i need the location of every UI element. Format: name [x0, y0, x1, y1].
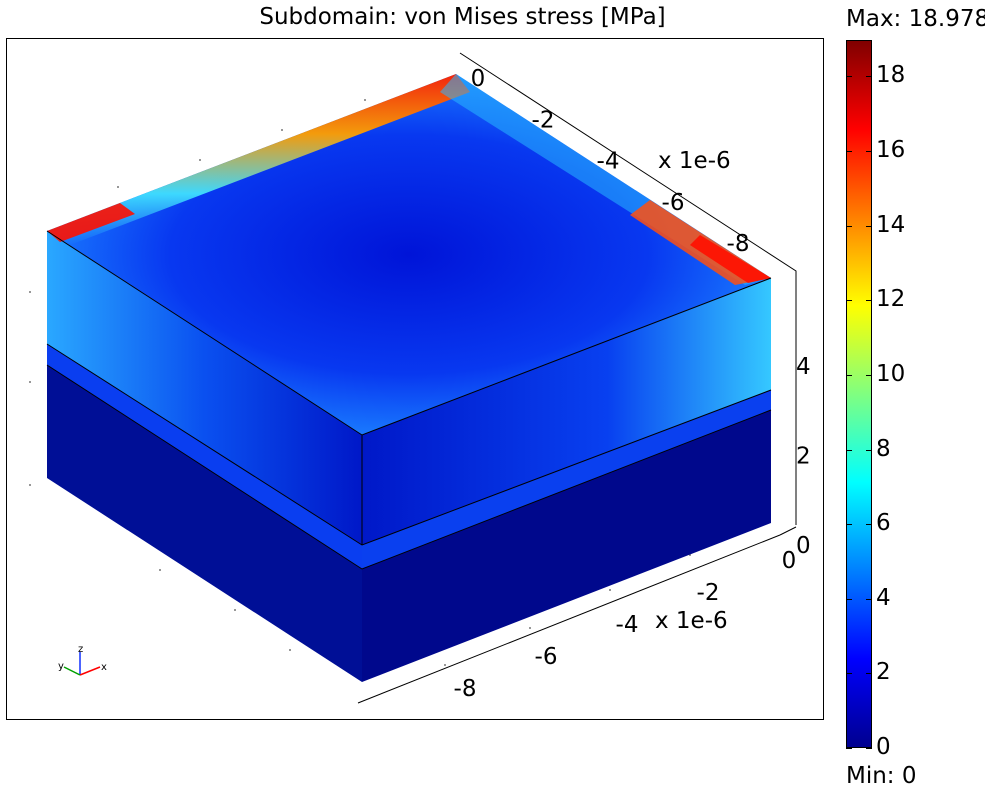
colorbar-tick-label: 2	[876, 659, 891, 686]
colorbar-tick-mark	[866, 673, 872, 675]
z-axis-tick-label: 0	[796, 533, 811, 559]
colorbar-tick-label: 10	[876, 360, 906, 387]
triad-x-label: x	[101, 662, 107, 673]
colorbar-tick-mark	[846, 524, 852, 526]
colorbar-tick-label: 8	[876, 435, 891, 462]
x-axis-multiplier: x 1e-6	[655, 608, 728, 634]
plot-area[interactable]	[6, 38, 824, 720]
film-sides	[47, 231, 771, 545]
colorbar-tick-mark	[866, 524, 872, 526]
colorbar-tick-label: 14	[876, 211, 906, 238]
colorbar-tick-mark	[866, 300, 872, 302]
colorbar-tick-mark	[866, 76, 872, 78]
colorbar-tick-label: 18	[876, 62, 906, 89]
z-axis-tick-label: 4	[796, 354, 811, 380]
x-axis-tick-label: -6	[535, 644, 558, 670]
top-face	[47, 74, 771, 435]
colorbar-tick-mark	[846, 673, 852, 675]
triad-z-label: z	[78, 644, 83, 655]
plot-title: Subdomain: von Mises stress [MPa]	[259, 4, 666, 30]
x-axis-tick-label: 0	[782, 548, 797, 574]
colorbar-tick-label: 4	[876, 584, 891, 611]
x-axis-tick-label: -2	[697, 580, 720, 606]
x-axis-tick-label: -4	[616, 612, 639, 638]
y-axis-tick-label: -8	[727, 231, 750, 257]
block-edges	[46, 230, 772, 570]
substrate-block	[47, 365, 771, 682]
colorbar-tick-mark	[866, 598, 872, 600]
colorbar-tick-label: 0	[876, 734, 891, 760]
y-axis-tick-label: -2	[532, 107, 555, 133]
colorbar-tick-mark	[846, 449, 852, 451]
orientation-triad: z x y	[58, 644, 107, 676]
colorbar-tick-mark	[846, 225, 852, 227]
colorbar-max-label: Max: 18.978	[846, 6, 985, 32]
colorbar-tick-mark	[846, 76, 852, 78]
colorbar-tick-mark	[866, 225, 872, 227]
y-axis-tick-label: 0	[471, 66, 486, 92]
x-axis-tick-label: -8	[454, 676, 477, 702]
colorbar-tick-mark	[846, 748, 852, 749]
y-axis-multiplier: x 1e-6	[658, 148, 731, 174]
triad-x-axis	[79, 666, 101, 676]
colorbar-tick-mark	[846, 598, 852, 600]
triad-y-axis	[63, 666, 81, 676]
colorbar-tick-mark	[866, 748, 872, 749]
colorbar-tick-mark	[846, 300, 852, 302]
colorbar-tick-label: 16	[876, 137, 906, 164]
colorbar	[846, 40, 872, 748]
y-axis-tick-label: -4	[597, 149, 620, 175]
colorbar-tick-mark	[846, 374, 852, 376]
y-axis-tick-label: -6	[662, 190, 685, 216]
middle-layer	[47, 344, 771, 569]
axis-tick-labels: 0 -2 -4 -6 -8 x 1e-6 0 -2 -4 -6 -8 x 1e-6 0 2 4	[454, 66, 811, 702]
z-axis-tick-label: 2	[796, 444, 811, 470]
colorbar-tick-mark	[866, 151, 872, 153]
colorbar-tick-mark	[866, 374, 872, 376]
colorbar-tick-label: 12	[876, 286, 906, 313]
colorbar-min-label: Min: 0	[846, 763, 917, 789]
triad-y-label: y	[58, 661, 64, 672]
colorbar-tick-label: 6	[876, 510, 891, 537]
axis-frame	[357, 52, 797, 704]
colorbar-tick-mark	[866, 449, 872, 451]
colorbar-tick-mark	[846, 151, 852, 153]
